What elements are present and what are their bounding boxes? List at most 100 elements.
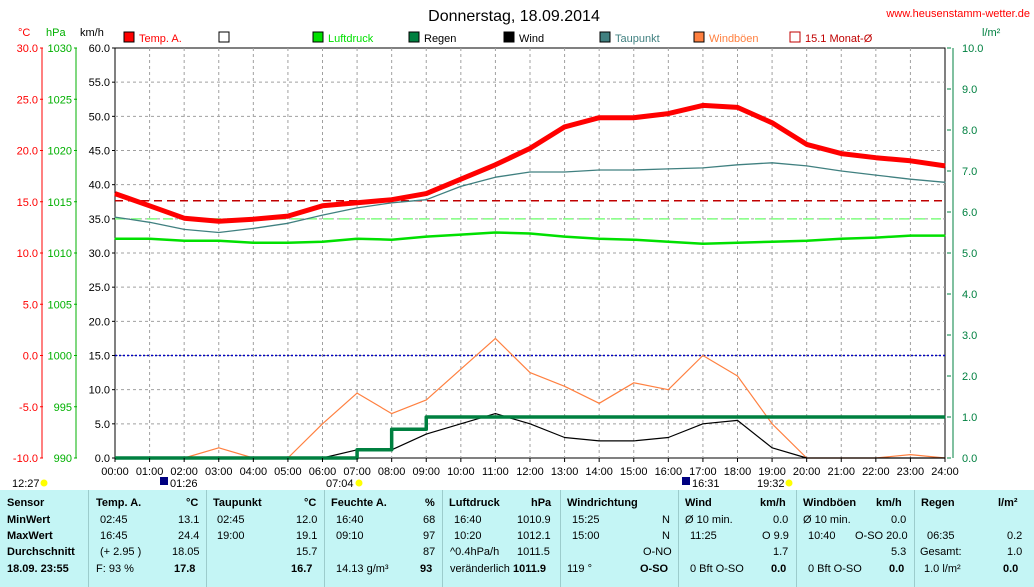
wind-tick: 0.0	[95, 453, 110, 465]
data-point	[563, 171, 566, 173]
data-point	[287, 222, 289, 224]
data-point	[425, 416, 427, 418]
press-tick: 1030	[48, 43, 72, 55]
site-link[interactable]: www.heusenstamm-wetter.de	[885, 8, 1030, 20]
data-point	[252, 218, 254, 220]
cell: 0.0	[773, 514, 789, 526]
temp-tick: 25.0	[17, 94, 38, 106]
data-point	[633, 169, 635, 171]
data-point	[909, 416, 912, 418]
data-point	[633, 416, 635, 418]
x-tick-label: 18:00	[724, 466, 752, 478]
series-regen	[115, 415, 945, 460]
rain-tick: 3.0	[962, 330, 977, 342]
x-tick-label: 09:00	[412, 466, 440, 478]
data-point	[667, 113, 669, 115]
data-point	[391, 199, 393, 201]
data-point	[909, 453, 912, 456]
table-row-current: 18.09. 23:55 F: 93 % 17.8 16.7 14.13 g/m…	[0, 561, 1034, 577]
cell: N	[662, 530, 670, 542]
legend-swatch	[408, 31, 420, 43]
data-point	[563, 126, 566, 128]
cell: 1012.1	[517, 530, 551, 542]
data-point	[425, 192, 427, 195]
data-point	[460, 178, 462, 180]
x-tick-label: 22:00	[862, 466, 890, 478]
cell: 1.7	[773, 546, 789, 558]
cell: O 9.9	[762, 530, 789, 542]
data-point	[771, 416, 773, 418]
data-point	[183, 240, 185, 242]
data-point	[771, 241, 773, 243]
press-tick: 1025	[48, 94, 72, 106]
x-tick-label: 17:00	[689, 466, 717, 478]
cell: 119 °	[567, 563, 592, 575]
data-point	[529, 416, 531, 418]
cell: 17.8	[174, 563, 196, 575]
x-tick-label: 02:00	[170, 466, 198, 478]
cell: 0 Bft O-SO	[808, 563, 862, 575]
data-point	[356, 392, 358, 394]
data-point	[736, 106, 739, 109]
row-label-timestamp: 18.09. 23:55	[7, 563, 69, 575]
data-point	[875, 174, 877, 176]
sun-icon-2	[355, 479, 363, 487]
data-point	[944, 181, 946, 183]
data-point	[460, 185, 462, 187]
cell: 97	[423, 530, 436, 542]
data-point	[633, 382, 635, 384]
data-point	[598, 117, 600, 119]
press-tick: 1010	[48, 248, 72, 260]
rain-tick: 7.0	[962, 166, 977, 178]
cell: 14.13 g/m³	[336, 563, 389, 575]
data-point	[356, 449, 358, 451]
data-point	[806, 165, 808, 167]
legend-swatch	[218, 31, 230, 43]
temp-tick: 0.0	[23, 351, 38, 363]
legend-label: Temp. A.	[139, 33, 182, 45]
data-point	[218, 220, 220, 222]
cell: 0 Bft O-SO	[690, 563, 744, 575]
data-point	[460, 233, 462, 236]
temp-tick: 20.0	[17, 146, 38, 158]
data-point	[321, 423, 324, 425]
sun-icon-3	[785, 479, 793, 487]
x-tick-label: 23:00	[897, 466, 925, 478]
data-point	[736, 242, 739, 244]
cell: 1010.9	[517, 514, 551, 526]
data-point	[114, 216, 116, 218]
data-point	[806, 143, 808, 145]
x-tick-label: 15:00	[620, 466, 648, 478]
data-point	[667, 168, 669, 170]
press-tick: 1005	[48, 299, 72, 311]
data-point	[667, 436, 669, 439]
press-tick: 1000	[48, 351, 72, 363]
data-point	[494, 412, 497, 415]
data-point	[425, 399, 427, 401]
cell: 10:20	[454, 530, 482, 542]
data-point	[148, 238, 151, 240]
cell: 12.0	[296, 514, 318, 526]
data-point	[148, 221, 151, 223]
data-point	[494, 231, 497, 234]
cell: 18.05	[172, 546, 200, 558]
legend-label: Wind	[519, 33, 544, 45]
hdr-wind: Wind	[685, 497, 712, 509]
cell: 24.4	[178, 530, 200, 542]
cell: 68	[423, 514, 436, 526]
data-point	[840, 238, 842, 240]
data-point	[529, 147, 531, 150]
hdr-temp-unit: °C	[186, 497, 199, 509]
moon-icon	[160, 477, 168, 485]
data-point	[909, 178, 912, 180]
rain-tick: 1.0	[962, 412, 977, 424]
x-tick-label: 19:00	[758, 466, 786, 478]
marker-t3: 19:32	[757, 478, 785, 490]
press-tick: 990	[54, 453, 72, 465]
cell: 10:40	[808, 530, 836, 542]
chart-grid	[114, 47, 946, 459]
hdr-wind-unit: km/h	[760, 497, 786, 509]
data-point	[840, 416, 842, 418]
cell: N	[662, 514, 670, 526]
hdr-sensor: Sensor	[7, 497, 45, 509]
